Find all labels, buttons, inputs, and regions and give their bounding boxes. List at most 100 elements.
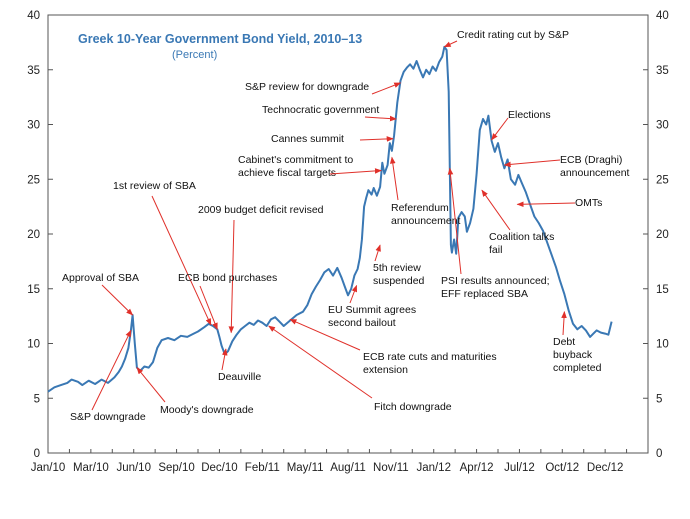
x-tick-label: Jul/12 xyxy=(504,462,535,474)
annotation-label: Elections xyxy=(508,109,551,121)
annotation: Cannes summit xyxy=(271,133,394,145)
annotation-arrow xyxy=(349,284,358,304)
annotation: ECB bond purchases xyxy=(178,272,277,330)
x-tick-label: Dec/10 xyxy=(201,462,237,474)
annotation-arrow xyxy=(329,168,382,175)
annotation-arrow xyxy=(101,284,134,316)
annotation-label: S&P downgrade xyxy=(70,411,146,423)
y-tick-label-right: 40 xyxy=(656,10,669,22)
chart-title: Greek 10-Year Government Bond Yield, 201… xyxy=(78,32,362,46)
annotation-label: Debt buyback completed xyxy=(553,336,602,374)
annotation-label: Cabinet's commitment to achieve fiscal ta… xyxy=(238,154,353,179)
annotation-label: 1st review of SBA xyxy=(113,180,196,192)
annotation-arrow xyxy=(443,40,458,48)
annotation-label: ECB rate cuts and maturities extension xyxy=(363,351,497,376)
annotation: OMTs xyxy=(516,197,602,209)
annotation-arrow xyxy=(491,117,509,141)
x-tick-label: May/11 xyxy=(287,462,324,474)
annotation: 1st review of SBA xyxy=(113,180,212,326)
annotation: Referendum announcement xyxy=(390,156,461,227)
y-tick-label-right: 35 xyxy=(656,65,669,77)
x-tick-label: Oct/12 xyxy=(545,462,579,474)
annotation-label: Cannes summit xyxy=(271,133,344,145)
x-tick-label: Feb/11 xyxy=(245,462,280,474)
x-tick-label: Jun/10 xyxy=(116,462,151,474)
x-tick-label: Apr/12 xyxy=(460,462,494,474)
annotation-label: Deauville xyxy=(218,371,261,383)
y-tick-label-left: 25 xyxy=(27,174,40,186)
y-tick-label-left: 10 xyxy=(27,339,40,351)
annotation: Elections xyxy=(491,109,551,141)
annotation: Cabinet's commitment to achieve fiscal ta… xyxy=(238,154,382,179)
y-tick-label-left: 5 xyxy=(34,393,40,405)
annotation: ECB (Draghi) announcement xyxy=(503,154,630,179)
annotation-arrow xyxy=(268,325,373,399)
annotation-label: Fitch downgrade xyxy=(374,401,452,413)
annotation: PSI results announced; EFF replaced SBA xyxy=(441,167,550,300)
annotation: Deauville xyxy=(218,348,261,383)
y-tick-label-right: 10 xyxy=(656,339,669,351)
annotation-arrow xyxy=(199,285,218,330)
annotations: Approval of SBA S&P downgrade Moody's down… xyxy=(62,29,630,423)
annotation-label: PSI results announced; EFF replaced SBA xyxy=(441,275,550,300)
annotation-arrow xyxy=(374,244,381,262)
annotation-arrow xyxy=(371,82,402,95)
annotation-arrow xyxy=(289,318,361,351)
annotation: Approval of SBA xyxy=(62,272,139,316)
x-tick-label: Aug/11 xyxy=(330,462,366,474)
chart-title-group: Greek 10-Year Government Bond Yield, 201… xyxy=(78,32,362,61)
series-line xyxy=(47,45,613,393)
y-tick-label-left: 20 xyxy=(27,229,40,241)
annotation: S&P review for downgrade xyxy=(245,81,402,95)
annotation-arrow xyxy=(481,189,511,231)
x-tick-label: Sep/10 xyxy=(158,462,194,474)
tick-labels: 0 0 5 5 10 10 15 15 20 20 25 25 30 30 35 35 40 40 Jan/10 Ma… xyxy=(27,10,669,474)
y-tick-label-right: 20 xyxy=(656,229,669,241)
annotation-arrow xyxy=(228,219,235,334)
x-tick-label: Jan/12 xyxy=(416,462,451,474)
y-tick-label-right: 30 xyxy=(656,120,669,132)
annotation: Fitch downgrade xyxy=(268,325,452,413)
y-tick-label-left: 35 xyxy=(27,65,40,77)
annotation-label: Approval of SBA xyxy=(62,272,139,284)
annotation-arrow xyxy=(447,167,462,275)
annotation: Moody's downgrade xyxy=(136,367,254,416)
annotation-arrow xyxy=(136,367,166,403)
annotation-arrow xyxy=(516,201,576,208)
annotation-arrow xyxy=(561,311,567,336)
y-tick-label-left: 40 xyxy=(27,10,40,22)
annotation-label: Referendum announcement xyxy=(391,202,461,227)
annotation-arrow xyxy=(359,136,394,142)
annotation: S&P downgrade xyxy=(70,329,146,423)
annotation-arrow xyxy=(364,115,397,122)
y-tick-label-right: 5 xyxy=(656,393,662,405)
y-tick-label-right: 25 xyxy=(656,174,669,186)
annotation-arrow xyxy=(91,329,132,411)
annotation-label: Coalition talks fail xyxy=(489,231,554,256)
annotation-arrow xyxy=(390,156,399,201)
annotation-arrow xyxy=(151,195,212,326)
axes xyxy=(47,14,649,454)
annotation-label: Technocratic government xyxy=(262,104,379,116)
annotation: Credit rating cut by S&P xyxy=(443,29,569,48)
x-tick-label: Jan/10 xyxy=(31,462,66,474)
y-tick-label-left: 30 xyxy=(27,120,40,132)
y-tick-label-left: 15 xyxy=(27,284,40,296)
annotation: 5th review suspended xyxy=(373,244,425,287)
y-tick-label-right: 0 xyxy=(656,448,662,460)
annotation: Coalition talks fail xyxy=(481,189,554,256)
annotation-label: Moody's downgrade xyxy=(160,404,254,416)
annotation: ECB rate cuts and maturities extension xyxy=(289,318,497,376)
annotation-arrow xyxy=(503,159,561,168)
y-tick-label-right: 15 xyxy=(656,284,669,296)
chart-subtitle: (Percent) xyxy=(172,49,217,61)
annotation: Debt buyback completed xyxy=(553,311,602,374)
annotation-arrow xyxy=(221,348,228,371)
y-tick-label-left: 0 xyxy=(34,448,40,460)
annotation-label: ECB bond purchases xyxy=(178,272,277,284)
annotation-label: S&P review for downgrade xyxy=(245,81,369,93)
annotation-label: EU Summit agrees second bailout xyxy=(328,304,416,329)
annotation-label: Credit rating cut by S&P xyxy=(457,29,569,41)
